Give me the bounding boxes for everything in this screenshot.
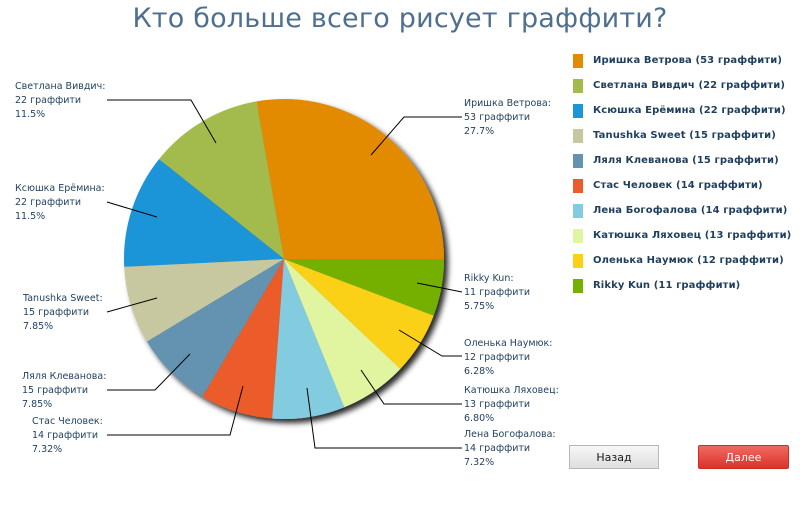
legend-item: Ляля Клеванова (15 граффити) [573, 154, 800, 179]
pie-label: Ляля Клеванова: 15 граффити 7.85% [22, 371, 107, 410]
legend-item: Светлана Вивдич (22 граффити) [573, 79, 800, 104]
legend-swatch [573, 54, 583, 68]
pie-slice [284, 259, 401, 408]
pie-label: Ксюшка Ерёмина: 22 граффити 11.5% [15, 183, 105, 222]
leader-line [106, 201, 158, 218]
legend-item: Rikky Kun (11 граффити) [573, 279, 800, 304]
leader-line [106, 297, 158, 313]
pie-slice [256, 98, 444, 259]
legend-item: Оленька Наумюк (12 граффити) [573, 254, 800, 279]
pie-label: Оленька Наумюк: 12 граффити 6.28% [464, 338, 553, 377]
pie-label: Иришка Ветрова: 53 граффити 27.7% [464, 98, 551, 137]
legend-item: Катюшка Ляховец (13 граффити) [573, 229, 800, 254]
leader-line [370, 116, 462, 156]
legend-swatch [573, 179, 583, 193]
legend-item: Ксюшка Ерёмина (22 граффити) [573, 104, 800, 129]
pie-label: Лена Богофалова: 14 граффити 7.32% [464, 429, 556, 468]
pie-slice [124, 159, 284, 267]
pie-slices [124, 98, 444, 419]
legend-item: Лена Богофалова (14 граффити) [573, 204, 800, 229]
leader-line [360, 369, 462, 405]
page-title: Кто больше всего рисует граффити? [132, 3, 668, 34]
pie-slice [159, 101, 284, 259]
legend-label: Ляля Клеванова (15 граффити) [593, 155, 779, 166]
next-button[interactable]: Далее [698, 445, 789, 469]
legend-label: Tanushka Sweet (15 граффити) [593, 130, 776, 141]
legend-swatch [573, 129, 583, 143]
legend-label: Светлана Вивдич (22 граффити) [593, 80, 786, 91]
legend-label: Катюшка Ляховец (13 граффити) [593, 230, 792, 241]
pie-slice [284, 259, 444, 316]
legend-swatch [573, 279, 583, 293]
legend-swatch [573, 254, 583, 268]
legend-item: Иришка Ветрова (53 граффити) [573, 54, 800, 79]
legend-item: Tanushka Sweet (15 граффити) [573, 129, 800, 154]
pie-label: Rikky Kun: 11 граффити 5.75% [464, 273, 531, 312]
pie-label: Светлана Вивдич: 22 граффити 11.5% [15, 81, 106, 120]
legend-label: Rikky Kun (11 граффити) [593, 280, 741, 291]
pie-slice [202, 259, 284, 419]
pie-label: Катюшка Ляховец: 13 граффити 6.80% [464, 385, 559, 424]
pie-slice [124, 259, 284, 342]
leader-line [107, 353, 191, 391]
legend-swatch [573, 104, 583, 118]
pie-slice [272, 259, 345, 419]
legend-swatch [573, 154, 583, 168]
pie-label: Стас Человек: 14 граффити 7.32% [32, 416, 103, 455]
back-button[interactable]: Назад [569, 445, 659, 469]
leader-line [398, 329, 462, 357]
leader-line [107, 99, 217, 144]
chart-legend: Иришка Ветрова (53 граффити) Светлана Ви… [573, 54, 800, 304]
pie-slice [146, 259, 284, 397]
legend-swatch [573, 79, 583, 93]
leader-lines [106, 99, 463, 449]
legend-label: Ксюшка Ерёмина (22 граффити) [593, 105, 786, 116]
legend-swatch [573, 229, 583, 243]
legend-label: Иришка Ветрова (53 граффити) [593, 55, 783, 66]
leader-line [107, 385, 244, 436]
legend-swatch [573, 204, 583, 218]
legend-label: Лена Богофалова (14 граффити) [593, 205, 788, 216]
pie-label: Tanushka Sweet: 15 граффити 7.85% [23, 293, 103, 332]
legend-label: Оленька Наумюк (12 граффити) [593, 255, 784, 266]
leader-line [416, 282, 463, 293]
legend-item: Стас Человек (14 граффити) [573, 179, 800, 204]
leader-line [306, 387, 462, 449]
pie-slice [284, 259, 434, 369]
legend-label: Стас Человек (14 граффити) [593, 180, 763, 191]
